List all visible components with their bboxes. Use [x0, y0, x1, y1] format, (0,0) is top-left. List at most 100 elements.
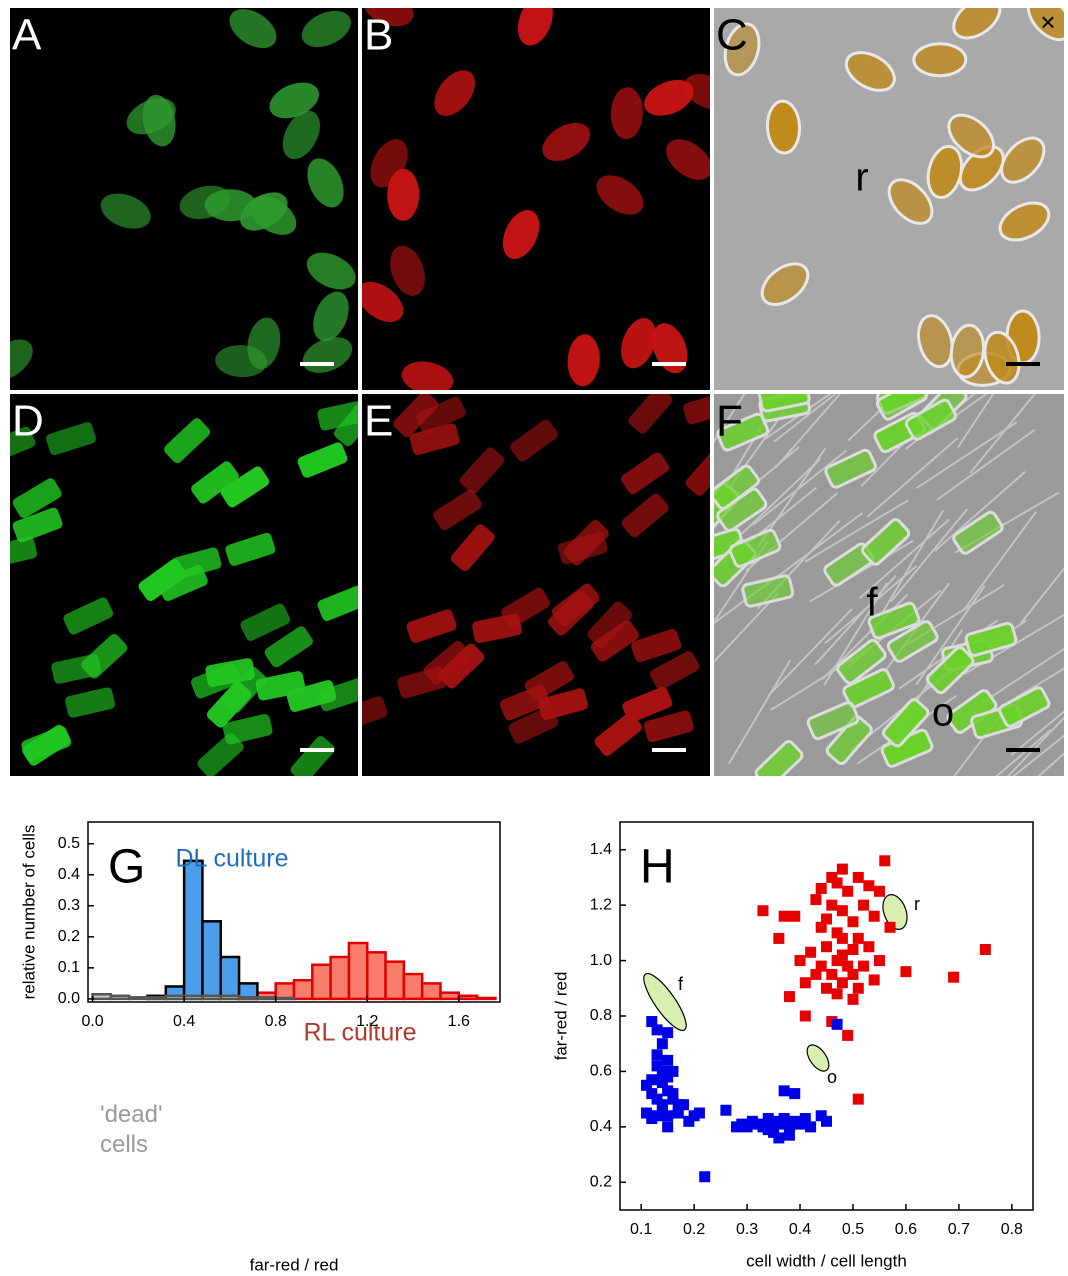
point: [773, 932, 785, 944]
point: [672, 1107, 684, 1119]
histogram-bar: [329, 955, 351, 1001]
cell: [450, 524, 495, 572]
point: [810, 968, 822, 980]
x-tick-label: 0.2: [683, 1221, 705, 1238]
cell: [621, 318, 657, 369]
needle: [1010, 678, 1064, 757]
cell: [164, 418, 210, 464]
panel-label: C: [716, 11, 748, 60]
point: [810, 894, 822, 906]
cell: [126, 98, 176, 135]
needle: [936, 429, 1036, 501]
needle: [714, 394, 748, 492]
histogram-bar: [146, 996, 168, 1001]
cell: [51, 654, 102, 684]
point: [842, 1029, 854, 1041]
micrograph: Cr ×: [714, 7, 1064, 390]
x-tick-label: 0.4: [173, 1013, 195, 1030]
point: [873, 885, 885, 897]
histogram-bar: [439, 991, 461, 1001]
point: [847, 943, 859, 955]
cell: [754, 740, 804, 776]
point: [651, 1060, 663, 1072]
x-tick-label: 0.5: [842, 1221, 864, 1238]
y-tick-label: 0.2: [58, 928, 80, 945]
point: [826, 968, 838, 980]
cell: [765, 99, 802, 155]
point: [799, 1010, 811, 1022]
point: [805, 1121, 817, 1133]
point: [815, 960, 827, 972]
y-tick-label: 0.5: [58, 835, 80, 852]
point: [858, 960, 870, 972]
cell: [433, 489, 482, 531]
cell: [983, 330, 1021, 385]
point: [836, 932, 848, 944]
point: [858, 899, 870, 911]
point: [656, 1077, 668, 1089]
point: [831, 877, 843, 889]
cell: [714, 464, 760, 510]
x-tick-label: 0.0: [81, 1013, 103, 1030]
point: [821, 913, 832, 925]
point: [794, 955, 806, 967]
x-tick-label: 0.3: [736, 1221, 758, 1238]
shape-annotation: r: [914, 894, 920, 914]
needle: [881, 509, 945, 614]
panel-annotation: r: [855, 156, 868, 200]
panel-label: A: [12, 11, 42, 60]
histogram-bar: [219, 994, 241, 1001]
cell: [622, 686, 673, 723]
point: [815, 883, 827, 895]
point: [783, 1129, 795, 1141]
y-tick-label: 0.4: [590, 1118, 612, 1135]
point: [741, 1121, 753, 1133]
series-label: RL culture: [303, 1019, 416, 1047]
cell: [610, 87, 643, 140]
point: [762, 1113, 774, 1125]
point: [656, 1101, 668, 1113]
cell: [881, 698, 930, 748]
cell: [666, 139, 710, 180]
point: [646, 1088, 658, 1100]
x-tick-label: 0.4: [789, 1221, 811, 1238]
point: [667, 1065, 679, 1077]
point: [651, 1110, 663, 1122]
dead-cells-label: 'dead' cells: [100, 1101, 163, 1158]
cell: [917, 314, 954, 369]
cell: [290, 736, 335, 776]
micrograph: Ff o: [714, 394, 1064, 776]
cell: [434, 70, 475, 116]
cell: [508, 706, 559, 744]
cell: [301, 10, 351, 48]
point: [826, 899, 838, 911]
cell: [264, 626, 313, 668]
x-tick-label: 0.1: [630, 1221, 652, 1238]
point: [821, 982, 832, 994]
cell: [887, 178, 934, 225]
point: [662, 1110, 674, 1122]
cell: [952, 510, 1004, 555]
needle: [866, 437, 959, 518]
point: [831, 1018, 843, 1030]
series-label: DL culture: [175, 845, 288, 873]
micrograph: D: [10, 394, 358, 776]
cell: [643, 710, 694, 743]
needle: [714, 592, 780, 682]
cell: [683, 394, 710, 425]
cell: [215, 345, 268, 378]
cell: [621, 493, 669, 538]
needle: [890, 508, 969, 603]
cell: [204, 189, 257, 222]
point: [852, 1093, 864, 1105]
x-tick-label: 0.8: [1001, 1221, 1023, 1238]
point: [778, 1085, 790, 1097]
point: [773, 1118, 785, 1130]
point: [640, 1107, 652, 1119]
cell: [952, 8, 1002, 40]
cell: [46, 422, 96, 456]
cell: [409, 423, 460, 455]
cell: [714, 527, 745, 564]
point: [646, 1016, 658, 1028]
